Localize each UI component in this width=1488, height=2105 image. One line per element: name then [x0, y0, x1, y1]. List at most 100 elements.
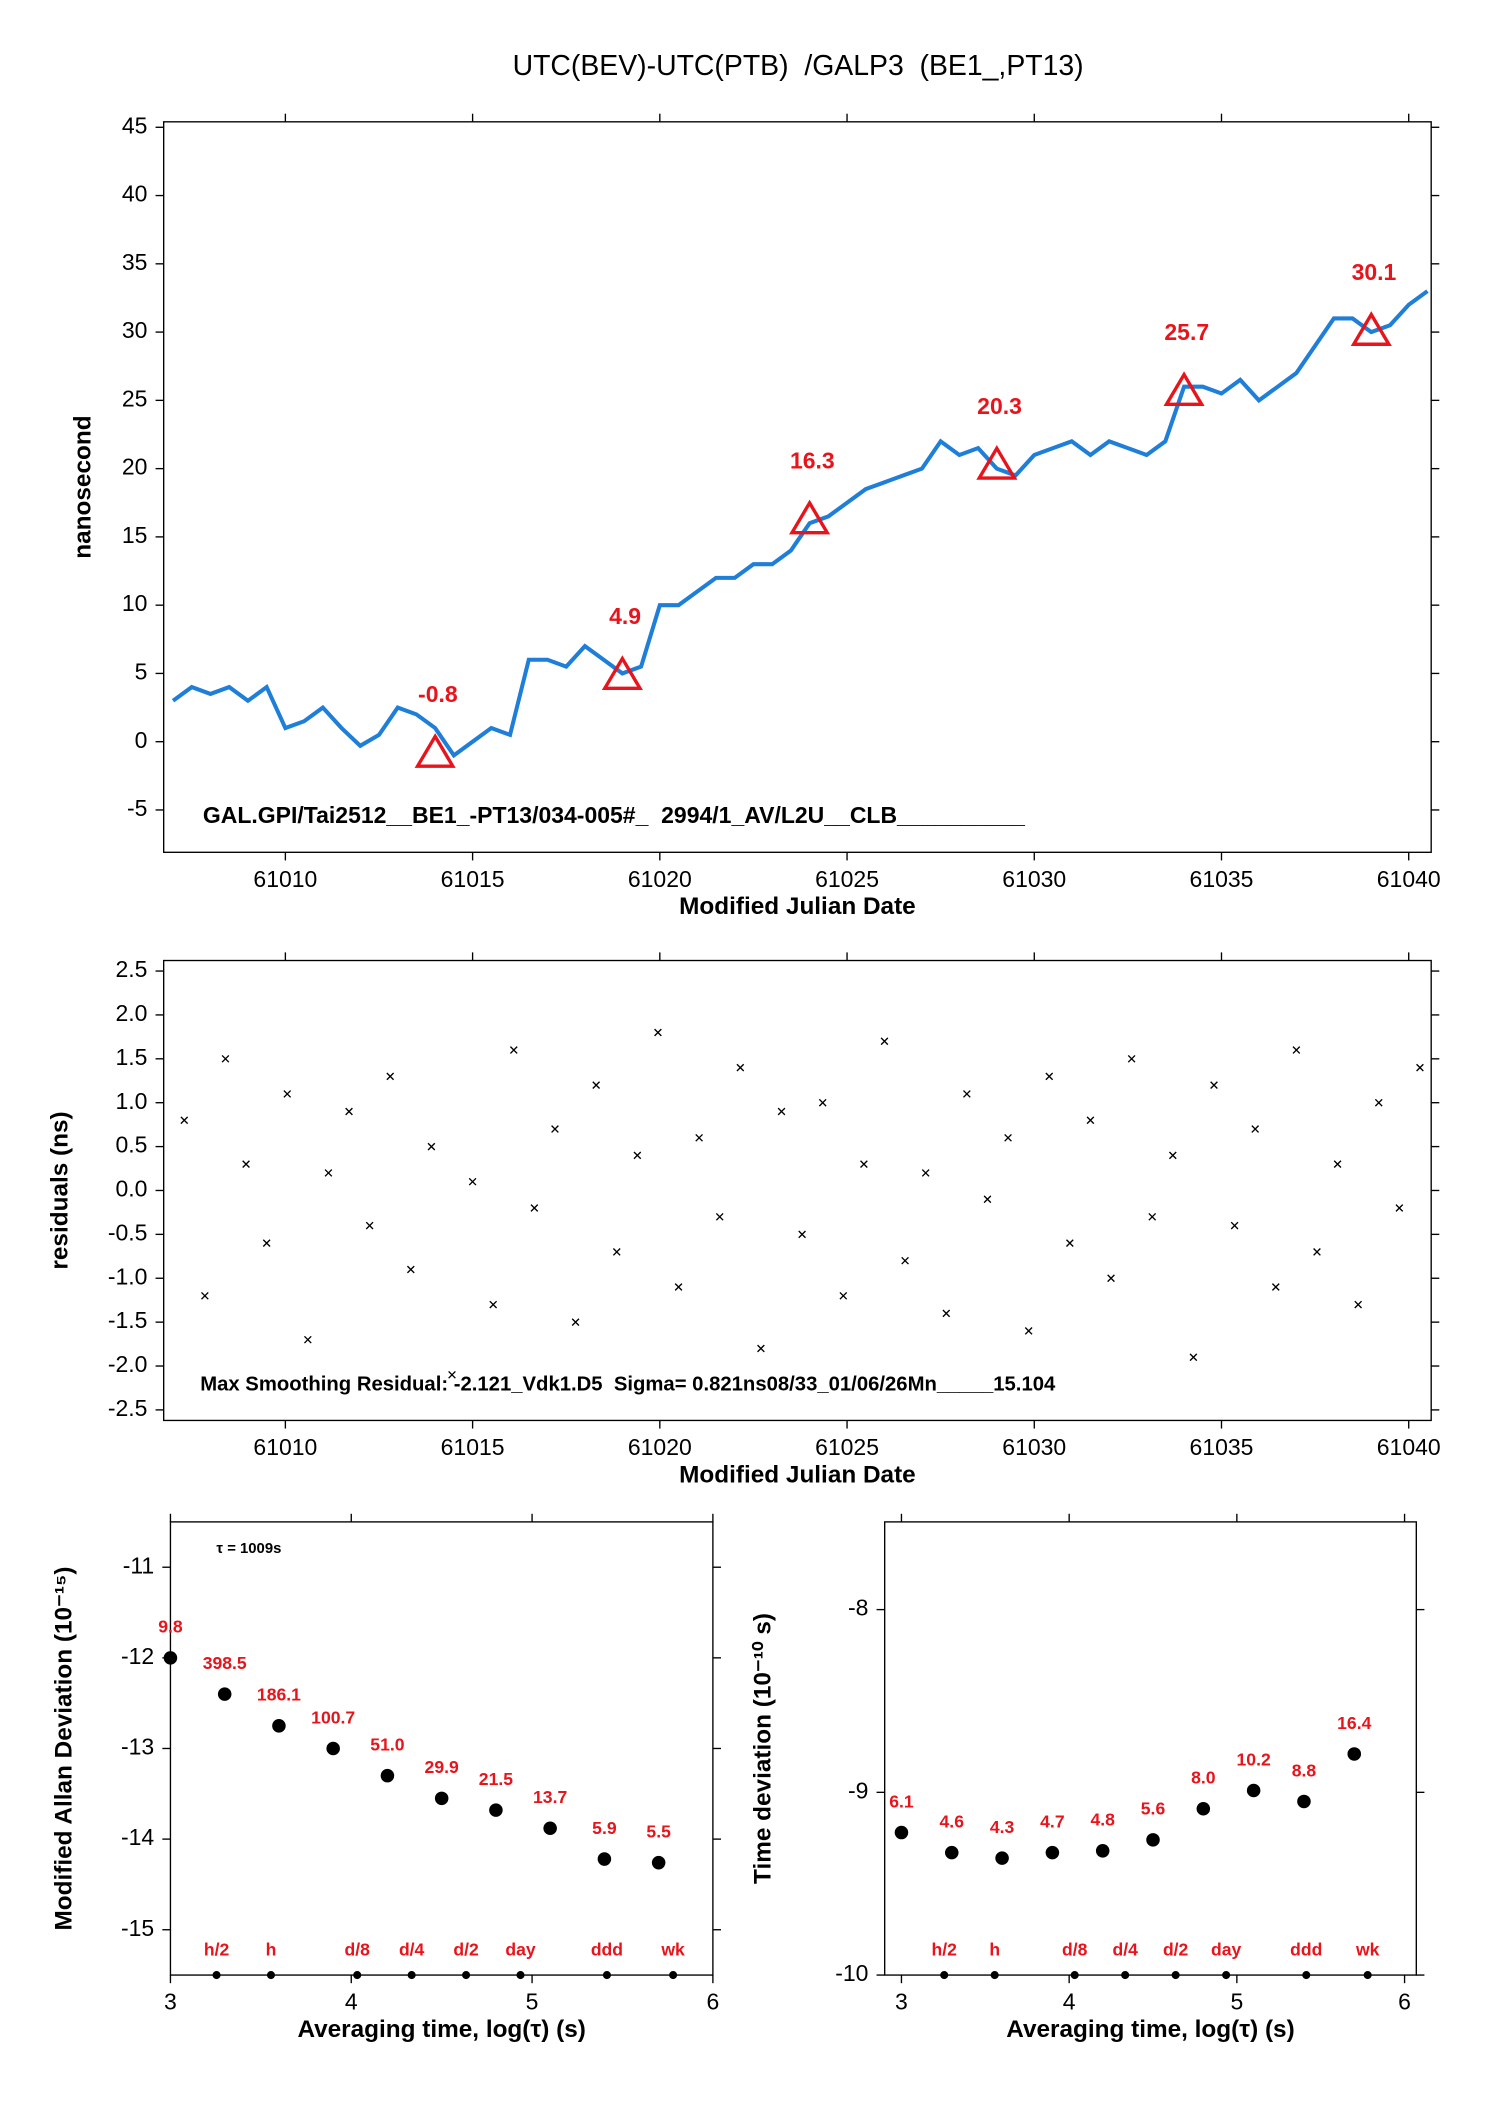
plot-frame — [163, 121, 1432, 853]
time-marker-label: ddd — [1290, 1939, 1322, 1959]
y-tick-label: 10 — [122, 590, 148, 616]
dot-marker — [434, 1791, 449, 1806]
cross-marker — [1045, 1072, 1054, 1081]
x-tick-label: 61030 — [1002, 1434, 1066, 1460]
cross-marker — [1004, 1133, 1012, 1142]
x-axis-label: Averaging time, log(τ) (s) — [1006, 2016, 1294, 2043]
time-marker-label: day — [505, 1939, 536, 1959]
cross-marker — [1333, 1160, 1342, 1169]
cross-marker — [1271, 1283, 1280, 1291]
annotation: Max Smoothing Residual: -2.121_Vdk1.D5 S… — [200, 1374, 1056, 1396]
dot-marker — [1196, 1802, 1211, 1816]
dot-marker — [945, 1845, 959, 1860]
data-label: 30.1 — [1352, 259, 1397, 285]
cross-marker — [530, 1204, 539, 1212]
cross-marker — [654, 1028, 662, 1037]
dot-marker — [651, 1855, 666, 1870]
triangle-marker — [601, 655, 643, 691]
time-marker — [1070, 1971, 1079, 1980]
x-tick-label: 5 — [1230, 1989, 1243, 2015]
y-tick-label: 2.0 — [115, 1000, 147, 1026]
point-label: 51.0 — [370, 1735, 404, 1755]
x-tick-label: 61010 — [253, 1434, 317, 1460]
annotation: τ = 1009s — [216, 1541, 281, 1557]
y-tick-label: 20 — [122, 454, 148, 480]
data-label: 20.3 — [977, 393, 1022, 419]
cross-marker — [1168, 1151, 1177, 1160]
cross-marker — [674, 1283, 683, 1291]
x-axis-label: Modified Julian Date — [679, 1461, 916, 1488]
point-label: 398.5 — [203, 1653, 247, 1673]
time-marker — [407, 1971, 416, 1980]
time-marker-label: h — [266, 1939, 277, 1959]
triangle-marker — [789, 499, 831, 535]
cross-marker — [736, 1063, 745, 1072]
y-tick-label: -2.5 — [108, 1395, 148, 1421]
time-marker — [669, 1971, 678, 1980]
x-tick-label: 61025 — [815, 1434, 879, 1460]
x-tick-label: 61025 — [815, 866, 879, 892]
y-tick-label: 25 — [122, 385, 148, 411]
cross-marker — [1189, 1353, 1198, 1362]
time-marker — [353, 1971, 362, 1980]
x-tick-label: 61015 — [441, 1434, 505, 1460]
x-axis-label: Modified Julian Date — [679, 893, 916, 920]
cross-marker — [963, 1090, 971, 1098]
cross-marker — [798, 1230, 806, 1239]
x-tick-label: 61015 — [441, 866, 505, 892]
time-marker — [940, 1971, 949, 1980]
y-tick-label: -0.5 — [108, 1219, 148, 1245]
cross-marker — [1086, 1116, 1095, 1125]
cross-marker — [345, 1107, 353, 1116]
y-tick-label: 15 — [122, 522, 148, 548]
cross-marker — [221, 1054, 230, 1063]
dot-marker — [543, 1821, 557, 1835]
time-marker — [1302, 1971, 1311, 1980]
time-marker-label: d/8 — [1062, 1939, 1088, 1959]
time-marker — [1171, 1971, 1180, 1980]
cross-marker — [571, 1318, 580, 1326]
cross-marker — [468, 1177, 477, 1186]
x-tick-label: 6 — [706, 1989, 719, 2015]
y-tick-label: 1.5 — [115, 1044, 147, 1070]
y-axis-label: Time deviation (10⁻¹⁰ s) — [750, 1613, 777, 1884]
cross-marker — [386, 1072, 395, 1081]
y-tick-label: 35 — [122, 249, 148, 275]
y-tick-label: -14 — [121, 1824, 154, 1850]
point-label: 186.1 — [257, 1685, 301, 1705]
data-label: 25.7 — [1164, 319, 1209, 345]
time-marker — [1121, 1971, 1130, 1980]
cross-marker — [1374, 1098, 1383, 1107]
y-tick-label: -11 — [123, 1552, 155, 1578]
triangle-marker — [1163, 371, 1205, 407]
cross-marker — [1354, 1300, 1363, 1309]
dot-marker — [489, 1803, 503, 1817]
point-label: 4.7 — [1040, 1812, 1064, 1832]
y-tick-label: 0.5 — [115, 1132, 147, 1158]
cross-marker — [942, 1309, 951, 1318]
dot-marker — [1297, 1794, 1311, 1809]
cross-marker — [427, 1142, 436, 1151]
cross-marker — [860, 1160, 868, 1169]
point-label: 5.5 — [646, 1822, 671, 1842]
time-marker-label: d/8 — [345, 1939, 371, 1959]
cross-marker — [983, 1195, 992, 1204]
x-axis-label: Averaging time, log(τ) (s) — [297, 2016, 585, 2043]
cross-marker — [324, 1169, 333, 1177]
dot-marker — [217, 1687, 232, 1701]
time-marker-label: d/4 — [399, 1939, 425, 1959]
cross-marker — [1395, 1204, 1404, 1212]
x-tick-label: 3 — [164, 1989, 177, 2015]
y-tick-label: 2.5 — [115, 956, 147, 982]
time-marker — [1222, 1971, 1231, 1980]
x-tick-label: 6 — [1398, 1989, 1411, 2015]
x-tick-label: 4 — [345, 1989, 358, 2015]
y-tick-label: -12 — [121, 1643, 154, 1669]
annotation: GAL.GPI/Tai2512__BE1_-PT13/034-005#_ 299… — [203, 802, 1025, 828]
time-marker-label: wk — [660, 1939, 685, 1959]
time-marker-label: d/2 — [1163, 1939, 1189, 1959]
y-tick-label: 1.0 — [115, 1088, 147, 1114]
cross-marker — [1107, 1274, 1115, 1283]
cross-marker — [818, 1098, 827, 1107]
